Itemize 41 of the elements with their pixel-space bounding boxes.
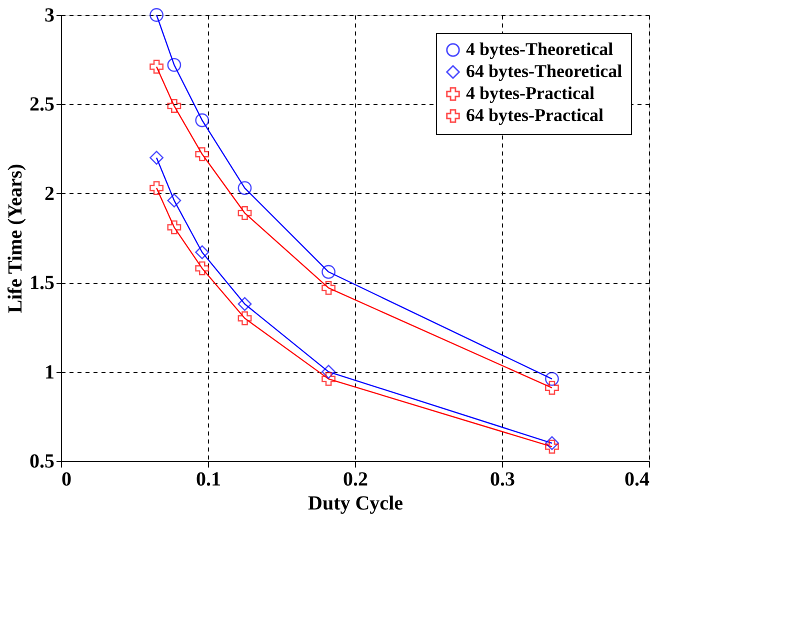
legend-label: 64 bytes-Practical (466, 105, 604, 125)
point (167, 58, 182, 72)
x-tick-label: 0.3 (490, 468, 515, 490)
point (150, 181, 164, 196)
y-tick-label: 2.5 (30, 94, 54, 116)
point (167, 99, 182, 113)
point (195, 245, 210, 260)
point (167, 194, 182, 208)
legend-label: 64 bytes-Theoretical (466, 61, 622, 81)
x-axis-title: Duty Cycle (308, 492, 404, 514)
point (238, 181, 252, 196)
point (167, 220, 182, 234)
x-tick-label: 0.1 (196, 468, 221, 490)
point (322, 364, 336, 379)
point (238, 297, 252, 311)
y-axis-title: Life Time (Years) (4, 164, 26, 314)
point (150, 150, 164, 165)
x-tick-label: 0.4 (624, 468, 650, 490)
point (238, 206, 252, 220)
point (545, 372, 559, 386)
x-tick-label: 0 (62, 468, 72, 490)
point (545, 436, 559, 450)
point (150, 8, 164, 22)
point (545, 440, 559, 454)
point (238, 311, 252, 326)
x-tick-label: 0.2 (343, 468, 368, 490)
y-tick-label: 0.5 (30, 450, 54, 472)
point (545, 380, 559, 395)
legend-label: 4 bytes-Theoretical (466, 39, 614, 59)
y-tick-label: 3 (44, 4, 54, 26)
point (195, 113, 210, 128)
point (195, 147, 210, 162)
point (322, 372, 336, 386)
point (195, 261, 210, 276)
point (322, 280, 336, 295)
point (322, 264, 336, 279)
legend-label: 4 bytes-Practical (466, 83, 594, 103)
point (150, 60, 164, 74)
y-tick-label: 1 (44, 361, 54, 384)
y-tick-label: 2 (44, 182, 54, 205)
y-tick-label: 1.5 (30, 272, 54, 294)
